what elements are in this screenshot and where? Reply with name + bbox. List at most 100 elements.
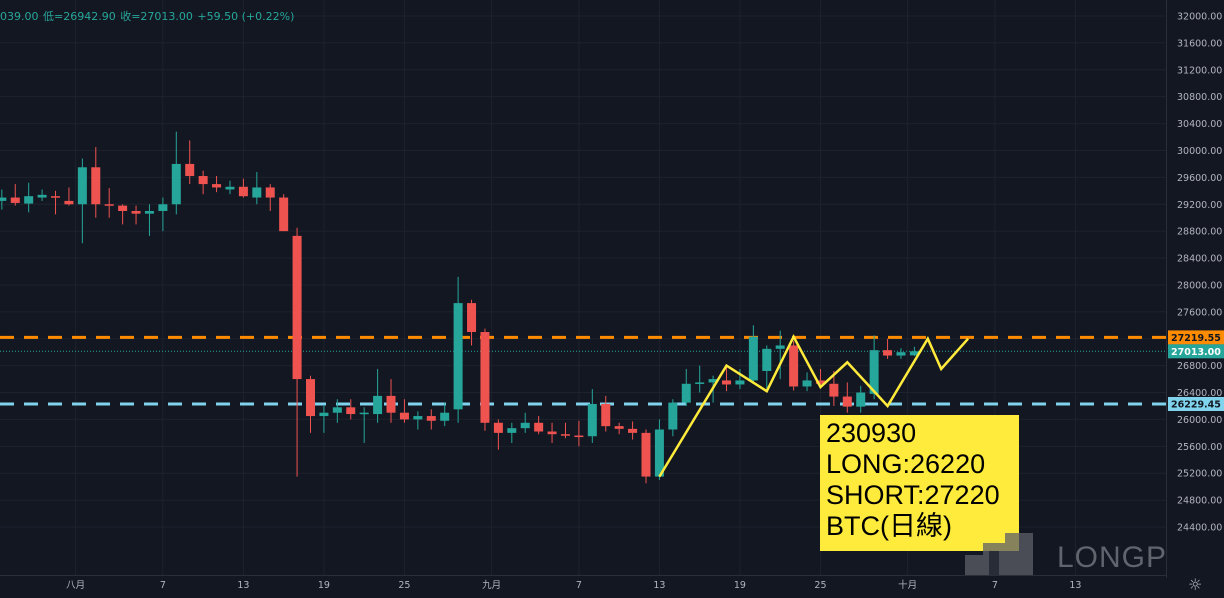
candle-body: [722, 380, 732, 385]
price-axis[interactable]: 24400.00 24800.00 25200.00 25600.00 26000.00…: [1166, 0, 1224, 578]
candle-body: [856, 392, 866, 407]
price-tick-label: 28400.00: [1177, 254, 1222, 265]
short-level-label: 27219.55: [1171, 333, 1221, 344]
candlestick-chart: [0, 0, 1166, 575]
candle-body: [171, 163, 181, 205]
candle-body: [292, 235, 302, 380]
gear-icon[interactable]: ☼: [1188, 575, 1203, 594]
current-price-label-bg: [1168, 344, 1224, 359]
price-tick-label: 30400.00: [1177, 119, 1222, 130]
date-tick-label: 13: [1069, 580, 1081, 591]
candle-body: [453, 303, 463, 410]
candle-body: [748, 336, 758, 381]
candle-body: [560, 434, 570, 436]
short-level-label-bg: [1168, 330, 1224, 345]
candle-body: [601, 403, 611, 427]
date-tick-label: 十月: [898, 579, 917, 591]
price-tick-label: 25200.00: [1177, 469, 1222, 480]
candle-body: [413, 416, 423, 420]
candle-body: [185, 163, 195, 177]
candle-body: [869, 350, 879, 394]
candle-body: [0, 197, 7, 201]
trade-note-box: 230930 LONG:26220 SHORT:27220 BTC(日線): [820, 415, 1019, 551]
price-tick-label: 31600.00: [1177, 38, 1222, 49]
date-axis-labels: 25八月7131925九月7131925十月713: [66, 579, 1081, 591]
candle-body: [493, 422, 503, 433]
candle-body: [158, 204, 168, 211]
candle-body: [534, 422, 544, 432]
price-tick-label: 26000.00: [1177, 415, 1222, 426]
candle-body: [896, 352, 906, 356]
ohlc-legend: 039.00 低=26942.90 收=27013.00 +59.50 (+0.…: [0, 8, 295, 24]
price-axis-labels: 24400.00 24800.00 25200.00 25600.00 26000.00…: [1168, 12, 1224, 534]
candle-body: [467, 303, 477, 333]
candle-body: [77, 167, 87, 205]
candle-body: [10, 197, 20, 203]
candle-body: [144, 210, 154, 214]
candle-body: [346, 407, 356, 415]
candle-body: [574, 435, 584, 438]
price-tick-label: 25600.00: [1177, 442, 1222, 453]
price-tick-label: 29600.00: [1177, 173, 1222, 184]
long-level-label: 26229.45: [1171, 399, 1221, 410]
date-tick-label: 九月: [482, 579, 501, 591]
date-tick-label: 25: [398, 580, 410, 591]
candle-body: [359, 412, 369, 415]
price-tick-label: 27600.00: [1177, 307, 1222, 318]
note-long: LONG:26220: [826, 449, 986, 479]
candle-body: [681, 383, 691, 403]
candle-body: [64, 200, 74, 205]
candle-body: [51, 196, 61, 198]
candle-body: [815, 380, 825, 384]
candle-body: [789, 345, 799, 387]
price-tick-label: 31200.00: [1177, 65, 1222, 76]
candle-body: [238, 186, 248, 197]
candle-body: [118, 205, 128, 211]
annotation-zigzag-line: [658, 333, 970, 478]
candle-body: [480, 332, 490, 423]
candle-body: [212, 184, 222, 188]
legend-low: 低=26942.90: [43, 10, 116, 23]
candle-body: [225, 186, 235, 190]
candle-body: [547, 431, 557, 435]
price-tick-label: 30800.00: [1177, 92, 1222, 103]
price-tick-label: 24800.00: [1177, 496, 1222, 507]
candle-body: [332, 407, 342, 413]
candle-body: [909, 351, 919, 356]
candle-body: [708, 379, 718, 383]
long-level-label-bg: [1168, 396, 1224, 411]
candle-body: [37, 194, 47, 198]
date-tick-label: 19: [734, 580, 746, 591]
longport-watermark: LONGPORT: [965, 533, 1224, 579]
date-axis[interactable]: 25八月7131925九月7131925十月713: [0, 575, 1166, 594]
candle-body: [399, 412, 409, 420]
candle-body: [668, 402, 678, 430]
date-tick-label: 25: [814, 580, 826, 591]
date-tick-label: 19: [318, 580, 330, 591]
candle-body: [279, 197, 289, 232]
legend-open: 039.00: [0, 10, 39, 23]
candle-body: [654, 429, 664, 477]
date-tick-label: 13: [237, 580, 249, 591]
price-tick-label: 32000.00: [1177, 12, 1222, 23]
candle-body: [24, 196, 34, 204]
note-date: 230930: [826, 418, 917, 448]
candle-body: [373, 395, 383, 415]
candle-body: [131, 210, 141, 214]
date-tick-label: 7: [576, 580, 582, 591]
candle-body: [695, 382, 705, 384]
candle-body: [265, 187, 275, 198]
current-price-label: 27013.00: [1171, 347, 1221, 358]
candle-body: [802, 380, 812, 387]
candle-body: [842, 396, 852, 407]
candle-body: [386, 395, 396, 413]
candle-body: [762, 348, 772, 372]
candle-body: [426, 416, 436, 421]
candle-body: [883, 350, 893, 356]
candle-body: [319, 412, 329, 417]
price-tick-label: 24400.00: [1177, 523, 1222, 534]
price-tick-label: 30000.00: [1177, 146, 1222, 157]
legend-change: +59.50 (+0.22%): [197, 10, 295, 23]
candle-body: [587, 403, 597, 437]
price-tick-label: 26400.00: [1177, 388, 1222, 399]
